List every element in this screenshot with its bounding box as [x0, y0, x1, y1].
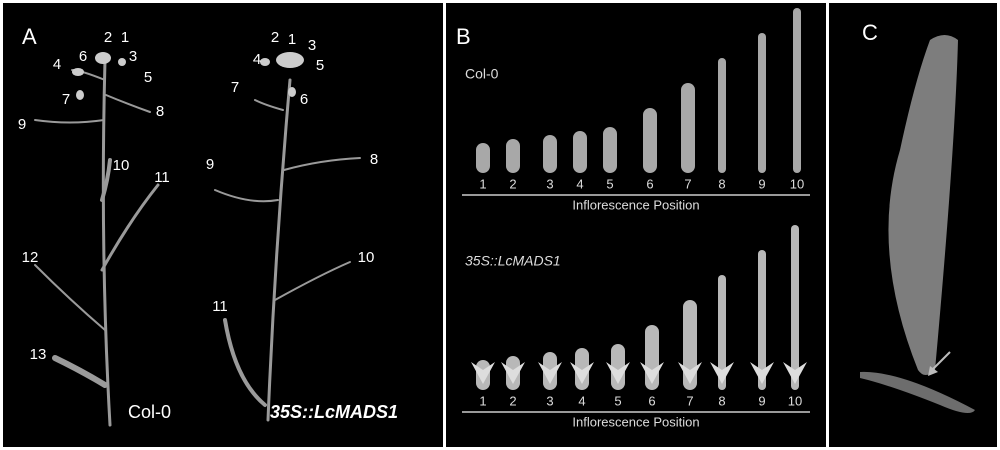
- row-label: 35S::LcMADS1: [465, 253, 561, 269]
- position-number: 3: [129, 48, 137, 65]
- specimen: [681, 83, 695, 173]
- position-number: 7: [686, 393, 693, 408]
- specimen: [506, 139, 520, 173]
- specimen: [758, 250, 766, 390]
- plant-col0: [34, 58, 160, 427]
- specimen: [476, 143, 490, 173]
- specimen: [718, 58, 726, 173]
- silique-photo: [860, 35, 975, 414]
- specimen: [603, 127, 617, 173]
- position-number: 9: [758, 393, 765, 408]
- genotype-label: Col-0: [128, 402, 171, 422]
- position-number: 4: [53, 56, 61, 73]
- specimen: [758, 33, 766, 173]
- position-number: 5: [316, 57, 324, 74]
- position-number: 6: [300, 91, 308, 108]
- position-number: 9: [758, 176, 765, 191]
- position-number: 8: [718, 176, 725, 191]
- row-label: Col-0: [465, 66, 499, 82]
- position-number: 9: [206, 156, 214, 173]
- specimen-petals: [538, 362, 562, 384]
- position-number: 7: [684, 176, 691, 191]
- position-number: 10: [788, 393, 802, 408]
- position-number: 4: [253, 51, 261, 68]
- specimen: [791, 225, 799, 390]
- specimen-petals: [606, 362, 630, 384]
- panel-b-bg: [446, 3, 826, 447]
- position-number: 2: [104, 29, 112, 46]
- position-number: 10: [790, 176, 804, 191]
- axis-label: Inflorescence Position: [572, 197, 699, 212]
- specimen-petals: [640, 362, 664, 384]
- plant-35s: [214, 78, 361, 422]
- position-number: 8: [370, 151, 378, 168]
- position-number: 5: [606, 176, 613, 191]
- specimen: [611, 344, 625, 390]
- position-number: 2: [509, 176, 516, 191]
- position-number: 3: [546, 393, 553, 408]
- position-number: 2: [509, 393, 516, 408]
- position-number: 12: [22, 249, 39, 266]
- position-number: 8: [718, 393, 725, 408]
- specimen-petals: [750, 362, 774, 384]
- position-number: 1: [479, 176, 486, 191]
- axis-label: Inflorescence Position: [572, 414, 699, 429]
- panel-label: A: [22, 24, 37, 49]
- position-number: 10: [113, 157, 130, 174]
- genotype-label: 35S::LcMADS1: [270, 402, 398, 422]
- position-number: 6: [79, 48, 87, 65]
- position-number: 4: [576, 176, 583, 191]
- specimen: [575, 348, 589, 390]
- specimen-petals: [783, 362, 807, 384]
- position-number: 7: [62, 91, 70, 108]
- position-number: 13: [30, 346, 47, 363]
- position-number: 1: [288, 31, 296, 48]
- panel-label: C: [862, 20, 878, 45]
- position-number: 5: [144, 69, 152, 86]
- specimen: [793, 8, 801, 173]
- position-number: 4: [578, 393, 585, 408]
- specimen-petals: [471, 362, 495, 384]
- position-number: 10: [358, 249, 375, 266]
- position-number: 6: [646, 176, 653, 191]
- specimen-petals: [501, 362, 525, 384]
- position-number: 9: [18, 116, 26, 133]
- position-number: 3: [546, 176, 553, 191]
- position-number: 11: [212, 298, 228, 315]
- specimen: [643, 108, 657, 173]
- specimen: [573, 131, 587, 173]
- position-number: 1: [479, 393, 486, 408]
- specimen: [718, 275, 726, 390]
- position-number: 11: [154, 169, 170, 186]
- position-number: 2: [271, 29, 279, 46]
- position-number: 5: [614, 393, 621, 408]
- position-number: 3: [308, 37, 316, 54]
- flowers-col0: [72, 52, 126, 100]
- flowers-35s: [260, 52, 304, 97]
- specimen: [543, 135, 557, 173]
- position-number: 8: [156, 103, 164, 120]
- panel-a-bg: [3, 3, 443, 447]
- position-number: 1: [121, 29, 129, 46]
- specimen-petals: [710, 362, 734, 384]
- position-number: 6: [648, 393, 655, 408]
- specimen: [683, 300, 697, 390]
- specimen-petals: [678, 362, 702, 384]
- specimen-petals: [570, 362, 594, 384]
- panel-label: B: [456, 24, 471, 49]
- labels: A B C Col-0 35S::LcMADS1 Col-0 35S::LcMA…: [22, 20, 878, 422]
- position-number: 7: [231, 79, 239, 96]
